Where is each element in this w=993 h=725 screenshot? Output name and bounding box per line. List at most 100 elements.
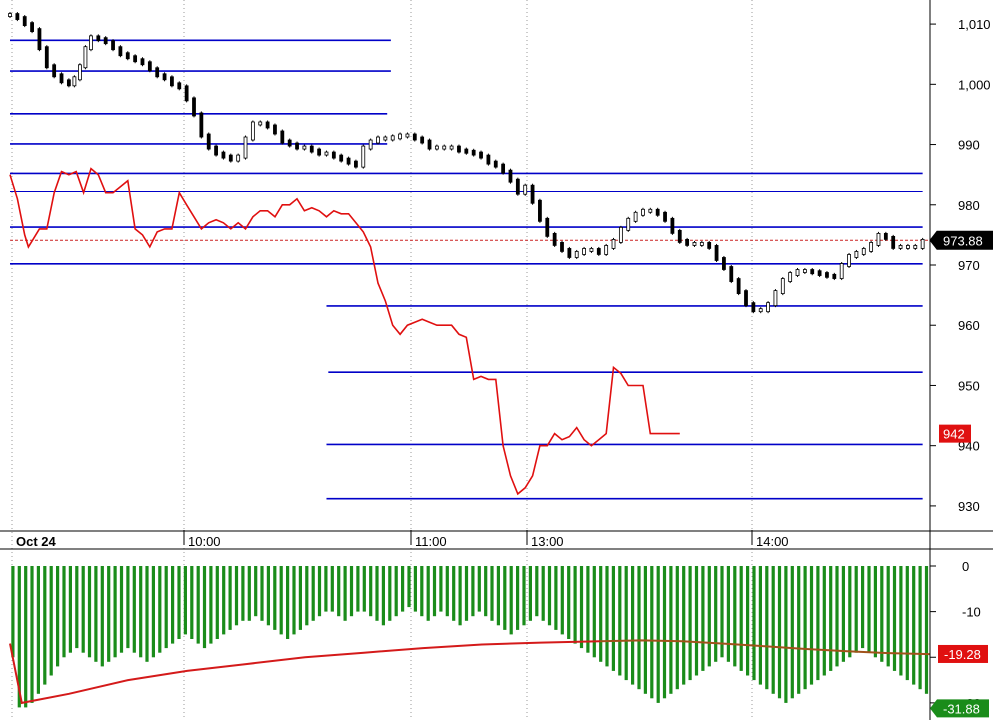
indicator-bar [100, 566, 104, 667]
indicator-bar [797, 566, 801, 694]
candle-body [125, 52, 130, 60]
secondary-series-line [9, 167, 680, 496]
indicator-bar [24, 566, 28, 708]
candle-body [707, 242, 712, 249]
y-tick-label: 980 [958, 198, 980, 213]
indicator-bar [599, 566, 603, 662]
indicator-bar [790, 566, 794, 699]
reference-lines [10, 39, 930, 500]
candle-body [751, 302, 756, 313]
indicator-bar [458, 566, 462, 626]
indicator-bar [669, 566, 673, 694]
indicator-line-brown [599, 639, 930, 656]
indicator-bar [81, 566, 85, 653]
candle-body [810, 269, 815, 275]
candle-body [655, 208, 660, 216]
candle-body [37, 28, 42, 51]
candle-body [618, 226, 623, 243]
indicator-bar [918, 566, 922, 690]
indicator-bar [132, 566, 136, 653]
indicator-bar [11, 566, 15, 658]
indicator-bar [471, 566, 475, 617]
candle-body [317, 148, 322, 156]
last-price-label: 973.88 [929, 230, 993, 250]
indicator-bar [330, 566, 334, 612]
indicator-bar [445, 566, 449, 617]
indicator-bar [854, 566, 858, 653]
indicator-bar [241, 566, 245, 621]
indicator-bar [56, 566, 60, 667]
y-tick-label: 950 [958, 378, 980, 393]
last-price-label-text: 973.88 [943, 233, 983, 248]
indicator-bar [777, 566, 782, 699]
indicator-bar [196, 566, 200, 644]
indicator-bar [113, 566, 117, 658]
indicator-bar [912, 566, 916, 685]
indicator-bar [36, 566, 40, 694]
indicator-bar [650, 566, 654, 699]
indicator-bar [183, 566, 187, 635]
candlestick-series [8, 12, 925, 314]
candle-body [118, 46, 123, 57]
indicator-bar [87, 566, 92, 658]
indicator-bar [586, 566, 590, 653]
indicator-value-label-green-text: -31.88 [943, 701, 980, 716]
indicator-bar [126, 566, 130, 649]
indicator-bar [234, 566, 239, 626]
indicator-bar [535, 566, 539, 617]
candle-body [302, 145, 307, 150]
indicator-bar [867, 566, 871, 653]
candle-body [471, 149, 476, 156]
x-tick-label: Oct 24 [16, 534, 57, 549]
candle-body [383, 136, 388, 141]
indicator-bar [752, 566, 756, 681]
candle-body [273, 124, 277, 135]
candle-body [913, 245, 918, 249]
candle-body [420, 136, 425, 144]
indicator-bar [349, 566, 354, 617]
candle-body [641, 208, 645, 216]
candle-body [96, 35, 101, 42]
candle-body [162, 73, 167, 81]
candle-body [214, 145, 218, 156]
indicator-bar [873, 566, 877, 658]
indicator-bar [886, 566, 890, 667]
indicator-bar [675, 566, 679, 690]
indicator-value-label-red-text: -19.28 [944, 647, 981, 662]
candle-body [22, 16, 27, 26]
indicator-bar [784, 566, 788, 703]
indicator-bar [202, 566, 207, 649]
indicator-bar [177, 566, 181, 639]
indicator-bar [356, 566, 360, 612]
indicator-bar [17, 566, 21, 708]
indicator-bar [490, 566, 494, 621]
indicator-bar [145, 566, 149, 662]
candle-body [354, 160, 358, 168]
indicator-bar [701, 566, 705, 671]
indicator-value-label-red: -19.28 [938, 644, 988, 663]
indicator-bar [222, 566, 226, 635]
indicator-bar [643, 566, 647, 694]
indicator-bar [496, 566, 500, 626]
candle-body [295, 142, 299, 150]
candle-body [589, 248, 594, 252]
candle-body [663, 211, 667, 222]
indicator-bar [286, 566, 290, 639]
indicator-bar [899, 566, 903, 676]
indicator-bar [579, 566, 584, 649]
y-tick-label: 1,010 [958, 17, 991, 32]
indicator-bar [343, 566, 347, 621]
candle-body [192, 97, 196, 117]
indicator-bar [567, 566, 571, 639]
candle-body [147, 61, 152, 72]
candle-body [427, 139, 432, 150]
indicator-bar [714, 566, 718, 662]
candle-body [111, 40, 115, 51]
indicator-bar [107, 566, 111, 662]
candle-body [758, 308, 763, 313]
indicator-bar [432, 566, 437, 617]
indicator-bar [848, 566, 852, 658]
indicator-bar [688, 566, 692, 681]
indicator-bar [547, 566, 552, 626]
